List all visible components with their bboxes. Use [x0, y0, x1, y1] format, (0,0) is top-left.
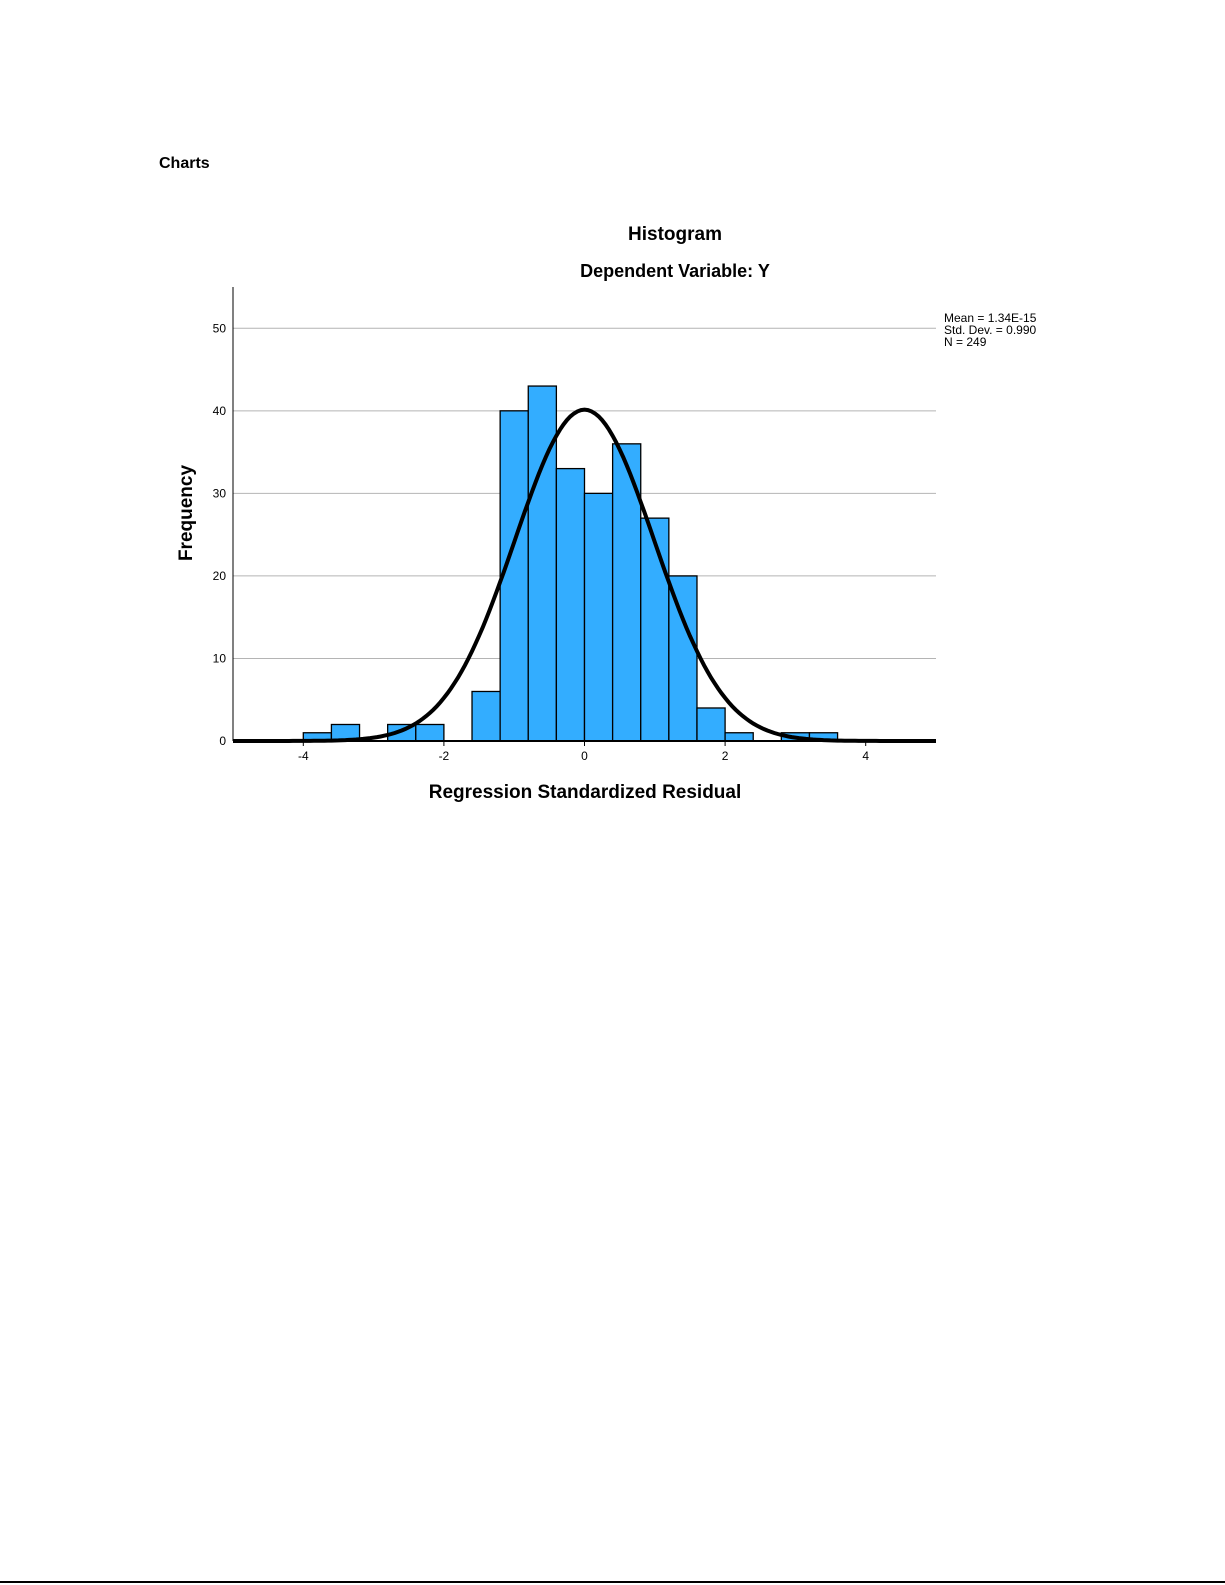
histogram-bar — [640, 517, 670, 742]
x-tick-label: 2 — [722, 749, 729, 763]
section-title: Charts — [159, 155, 210, 172]
histogram-bar — [583, 492, 614, 742]
histogram-bar — [527, 385, 558, 742]
histogram-bar — [499, 410, 529, 742]
y-tick-label: 40 — [213, 404, 227, 418]
x-tick-label: -4 — [298, 749, 309, 763]
y-tick-label: 20 — [213, 569, 227, 583]
y-tick-label: 0 — [219, 734, 226, 748]
x-tick-label: 4 — [862, 749, 869, 763]
page-bottom-border — [0, 1581, 1225, 1583]
histogram-bar — [471, 690, 501, 742]
y-tick-label: 10 — [213, 651, 227, 665]
histogram-bar — [415, 723, 445, 742]
stats-legend-line: Mean = 1.34E-15 — [944, 311, 1037, 325]
y-axis-label: Frequency — [176, 465, 197, 562]
y-tick-label: 50 — [213, 321, 227, 335]
x-tick-label: -2 — [439, 749, 450, 763]
chart-subtitle: Dependent Variable: Y — [580, 261, 770, 281]
histogram-bar — [724, 732, 754, 742]
x-tick-label: 0 — [581, 749, 588, 763]
stats-legend-line: Std. Dev. = 0.990 — [944, 323, 1036, 337]
y-tick-label: 30 — [213, 486, 227, 500]
stats-legend-line: N = 249 — [944, 335, 987, 349]
x-axis-label: Regression Standardized Residual — [429, 782, 742, 803]
histogram-bar — [668, 575, 698, 742]
normal-curve — [233, 407, 936, 743]
chart-title: Histogram — [628, 224, 722, 245]
histogram-bar — [696, 707, 726, 742]
histogram-bar — [555, 467, 586, 742]
